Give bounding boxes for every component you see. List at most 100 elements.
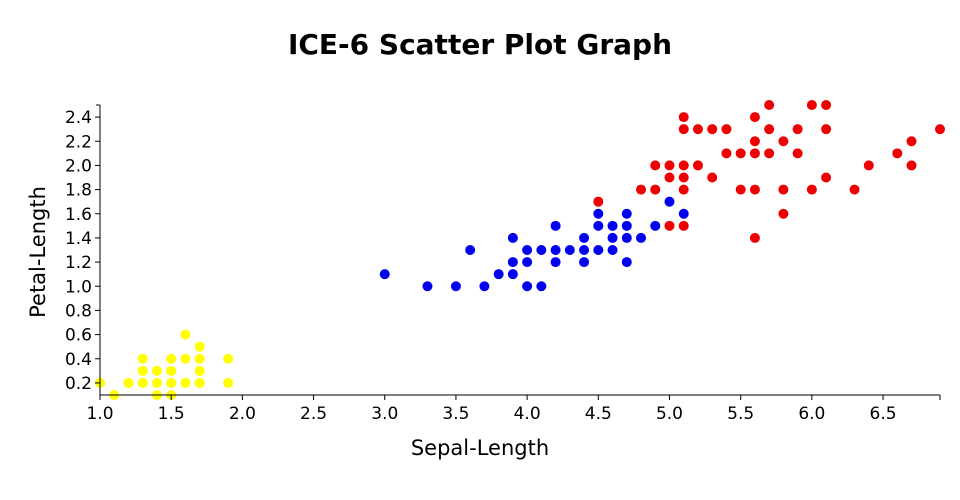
- data-point: [906, 160, 917, 171]
- data-point: [507, 257, 518, 268]
- data-point: [749, 184, 760, 195]
- data-point: [536, 281, 547, 292]
- data-point: [678, 220, 689, 231]
- data-point: [550, 245, 561, 255]
- data-point: [166, 365, 177, 376]
- data-point: [593, 208, 604, 219]
- data-point: [180, 353, 191, 364]
- data-point: [550, 257, 561, 268]
- data-point: [422, 281, 433, 292]
- data-point: [166, 353, 177, 364]
- data-point: [379, 269, 390, 280]
- data-point: [678, 124, 689, 135]
- x-tick-label: 4.0: [514, 404, 541, 424]
- data-point: [579, 245, 590, 255]
- chart-title: ICE-6 Scatter Plot Graph: [288, 28, 672, 61]
- data-point: [778, 208, 789, 219]
- x-tick-label: 1.0: [86, 404, 113, 424]
- data-point: [579, 232, 590, 243]
- data-point: [194, 377, 205, 388]
- y-tick-label: 1.6: [65, 205, 92, 225]
- data-point: [194, 365, 205, 376]
- y-tick-label: 0.2: [65, 374, 92, 394]
- data-point: [621, 220, 632, 231]
- y-tick-label: 0.8: [65, 301, 92, 321]
- data-point: [664, 160, 675, 171]
- y-tick-label: 0.6: [65, 326, 92, 346]
- data-point: [749, 148, 760, 159]
- data-point: [223, 353, 234, 364]
- data-point: [821, 124, 832, 135]
- data-point: [593, 196, 604, 207]
- data-point: [607, 245, 618, 255]
- y-tick-label: 0.4: [65, 350, 92, 370]
- data-point: [137, 377, 148, 388]
- data-point: [707, 124, 718, 135]
- data-point: [650, 160, 661, 171]
- data-point: [465, 245, 476, 255]
- data-point: [522, 281, 533, 292]
- data-point: [507, 269, 518, 280]
- data-point: [664, 172, 675, 183]
- data-point: [721, 148, 732, 159]
- data-point: [522, 257, 533, 268]
- data-point: [166, 377, 177, 388]
- data-point: [749, 232, 760, 243]
- data-point: [550, 220, 561, 231]
- data-point: [778, 184, 789, 195]
- data-point: [650, 184, 661, 195]
- data-point: [123, 377, 134, 388]
- data-point: [450, 281, 461, 292]
- data-point: [692, 160, 703, 171]
- data-point: [735, 148, 746, 159]
- x-tick-label: 5.0: [656, 404, 683, 424]
- x-tick-label: 6.0: [798, 404, 825, 424]
- data-point: [180, 377, 191, 388]
- x-tick-label: 1.5: [158, 404, 185, 424]
- series-1: [379, 196, 689, 292]
- data-point: [806, 184, 817, 195]
- data-point: [536, 245, 547, 255]
- data-point: [479, 281, 490, 292]
- data-point: [735, 184, 746, 195]
- data-point: [664, 220, 675, 231]
- x-tick-label: 2.5: [300, 404, 327, 424]
- data-point: [621, 208, 632, 219]
- data-point: [650, 220, 661, 231]
- data-point: [180, 329, 191, 340]
- data-point: [194, 353, 205, 364]
- data-point: [749, 136, 760, 147]
- y-tick-label: 1.4: [65, 229, 92, 249]
- data-point: [778, 136, 789, 147]
- x-tick-label: 4.5: [585, 404, 612, 424]
- data-point: [792, 148, 803, 159]
- series-2: [593, 100, 945, 243]
- data-point: [863, 160, 874, 171]
- data-point: [678, 208, 689, 219]
- data-point: [678, 172, 689, 183]
- data-point: [593, 245, 604, 255]
- data-point: [806, 100, 817, 110]
- x-tick-label: 3.0: [371, 404, 398, 424]
- data-point: [707, 172, 718, 183]
- data-point: [151, 377, 162, 388]
- y-tick-label: 2.2: [65, 132, 92, 152]
- data-point: [194, 341, 205, 352]
- x-tick-label: 5.5: [727, 404, 754, 424]
- y-tick-label: 1.2: [65, 253, 92, 273]
- data-point: [849, 184, 860, 195]
- data-point: [522, 245, 533, 255]
- data-point: [906, 136, 917, 147]
- series-0: [95, 329, 234, 400]
- data-point: [636, 232, 647, 243]
- data-point: [564, 245, 575, 255]
- y-axis: 0.2 0.4 0.6 0.8 1.0 1.2 1.4 1.6 1.8 2.0 2.2 2.4: [65, 104, 101, 395]
- data-point: [507, 232, 518, 243]
- x-tick-label: 2.0: [229, 404, 256, 424]
- data-point: [678, 184, 689, 195]
- data-point: [764, 148, 775, 159]
- data-point: [892, 148, 903, 159]
- data-point: [678, 112, 689, 123]
- data-point: [636, 184, 647, 195]
